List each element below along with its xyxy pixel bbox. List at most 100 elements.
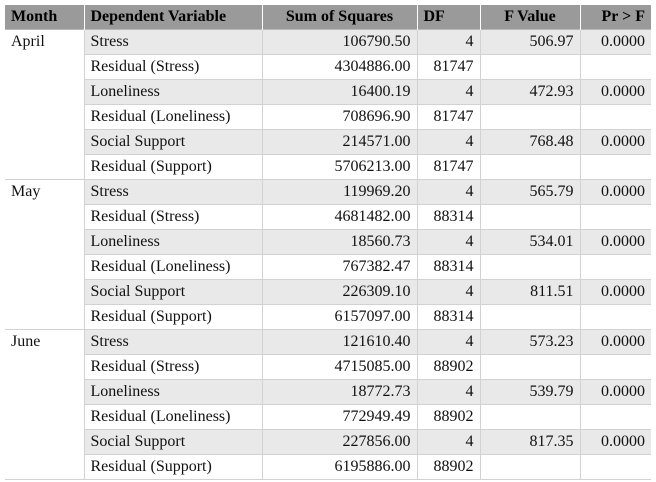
table-row: Residual (Support) 6157097.00 88314	[5, 304, 651, 330]
table-row: Loneliness 18560.73 4 534.01 0.0000	[5, 229, 651, 255]
sum-of-squares-cell: 16400.19	[261, 79, 418, 105]
table-row: June Stress 121610.40 4 573.23 0.0000	[5, 329, 651, 480]
df-cell: 4	[416, 429, 481, 455]
p-value-cell: 0.0000	[579, 129, 651, 155]
df-cell: 88902	[416, 454, 481, 480]
table-row: Social Support 226309.10 4 811.51 0.0000	[5, 279, 651, 305]
sum-of-squares-cell: 119969.20	[261, 179, 418, 205]
sum-of-squares-cell: 227856.00	[261, 429, 418, 455]
table-row: Social Support 227856.00 4 817.35 0.0000	[5, 429, 651, 455]
table-row: Residual (Loneliness) 772949.49 88902	[5, 404, 651, 430]
p-value-cell: 0.0000	[579, 229, 651, 255]
table-row: Residual (Loneliness) 767382.47 88314	[5, 254, 651, 280]
p-value-cell: 0.0000	[579, 279, 651, 305]
header-f-value: F Value	[480, 5, 581, 30]
header-pr-f: Pr > F	[580, 5, 651, 30]
p-value-cell	[579, 354, 651, 380]
p-value-cell: 0.0000	[579, 379, 651, 405]
f-value-cell	[479, 454, 581, 480]
header-df: DF	[417, 5, 481, 30]
sum-of-squares-cell: 106790.50	[261, 29, 418, 55]
sum-of-squares-cell: 4715085.00	[261, 354, 418, 380]
dependent-variable-cell: Residual (Support)	[83, 454, 263, 480]
df-cell: 88314	[416, 204, 481, 230]
df-cell: 81747	[416, 104, 481, 130]
table-body: April Stress 106790.50 4 506.97 0.0000 Residua…	[5, 29, 651, 480]
p-value-cell: 0.0000	[579, 329, 651, 355]
f-value-cell: 573.23	[479, 329, 581, 355]
sum-of-squares-cell: 5706213.00	[261, 154, 418, 180]
df-cell: 4	[416, 179, 481, 205]
f-value-cell: 565.79	[479, 179, 581, 205]
sum-of-squares-cell: 772949.49	[261, 404, 418, 430]
f-value-cell	[479, 104, 581, 130]
f-value-cell: 768.48	[479, 129, 581, 155]
header-row: Month Dependent Variable Sum of Squares …	[5, 5, 651, 30]
dependent-variable-cell: Stress	[83, 329, 263, 355]
f-value-cell: 534.01	[479, 229, 581, 255]
anova-table: Month Dependent Variable Sum of Squares …	[5, 5, 651, 480]
table-header: Month Dependent Variable Sum of Squares …	[5, 5, 651, 30]
f-value-cell	[479, 54, 581, 80]
sum-of-squares-cell: 214571.00	[261, 129, 418, 155]
dependent-variable-cell: Stress	[83, 179, 263, 205]
f-value-cell: 472.93	[479, 79, 581, 105]
sum-of-squares-cell: 18772.73	[261, 379, 418, 405]
header-sum-of-squares: Sum of Squares	[262, 5, 418, 30]
p-value-cell	[579, 154, 651, 180]
sum-of-squares-cell: 4304886.00	[261, 54, 418, 80]
df-cell: 88314	[416, 254, 481, 280]
dependent-variable-cell: Residual (Loneliness)	[83, 104, 263, 130]
header-month: Month	[5, 5, 85, 30]
sum-of-squares-cell: 121610.40	[261, 329, 418, 355]
dependent-variable-cell: Loneliness	[83, 379, 263, 405]
dependent-variable-cell: Loneliness	[83, 229, 263, 255]
df-cell: 88902	[416, 354, 481, 380]
table-row: Residual (Stress) 4715085.00 88902	[5, 354, 651, 380]
sum-of-squares-cell: 708696.90	[261, 104, 418, 130]
p-value-cell	[579, 54, 651, 80]
dependent-variable-cell: Residual (Loneliness)	[83, 404, 263, 430]
p-value-cell: 0.0000	[579, 179, 651, 205]
dependent-variable-cell: Residual (Stress)	[83, 354, 263, 380]
f-value-cell	[479, 254, 581, 280]
p-value-cell	[579, 104, 651, 130]
table-row: Residual (Support) 6195886.00 88902	[5, 454, 651, 480]
dependent-variable-cell: Social Support	[83, 429, 263, 455]
p-value-cell	[579, 404, 651, 430]
f-value-cell	[479, 404, 581, 430]
dependent-variable-cell: Social Support	[83, 279, 263, 305]
month-cell: May	[5, 179, 85, 330]
f-value-cell	[479, 154, 581, 180]
f-value-cell: 506.97	[479, 29, 581, 55]
sum-of-squares-cell: 4681482.00	[261, 204, 418, 230]
sum-of-squares-cell: 226309.10	[261, 279, 418, 305]
table-row: Residual (Stress) 4304886.00 81747	[5, 54, 651, 80]
df-cell: 4	[416, 379, 481, 405]
df-cell: 4	[416, 79, 481, 105]
table-row: Residual (Loneliness) 708696.90 81747	[5, 104, 651, 130]
dependent-variable-cell: Residual (Stress)	[83, 204, 263, 230]
f-value-cell	[479, 354, 581, 380]
p-value-cell	[579, 454, 651, 480]
month-cell: June	[5, 329, 85, 480]
f-value-cell: 811.51	[479, 279, 581, 305]
f-value-cell	[479, 304, 581, 330]
dependent-variable-cell: Residual (Loneliness)	[83, 254, 263, 280]
p-value-cell	[579, 304, 651, 330]
df-cell: 81747	[416, 154, 481, 180]
table-row: Residual (Stress) 4681482.00 88314	[5, 204, 651, 230]
f-value-cell: 539.79	[479, 379, 581, 405]
sum-of-squares-cell: 6157097.00	[261, 304, 418, 330]
sum-of-squares-cell: 6195886.00	[261, 454, 418, 480]
dependent-variable-cell: Residual (Support)	[83, 154, 263, 180]
df-cell: 81747	[416, 54, 481, 80]
df-cell: 88902	[416, 404, 481, 430]
p-value-cell: 0.0000	[579, 79, 651, 105]
f-value-cell: 817.35	[479, 429, 581, 455]
header-dependent-variable: Dependent Variable	[84, 5, 263, 30]
sum-of-squares-cell: 18560.73	[261, 229, 418, 255]
f-value-cell	[479, 204, 581, 230]
dependent-variable-cell: Residual (Stress)	[83, 54, 263, 80]
table-row: Loneliness 18772.73 4 539.79 0.0000	[5, 379, 651, 405]
